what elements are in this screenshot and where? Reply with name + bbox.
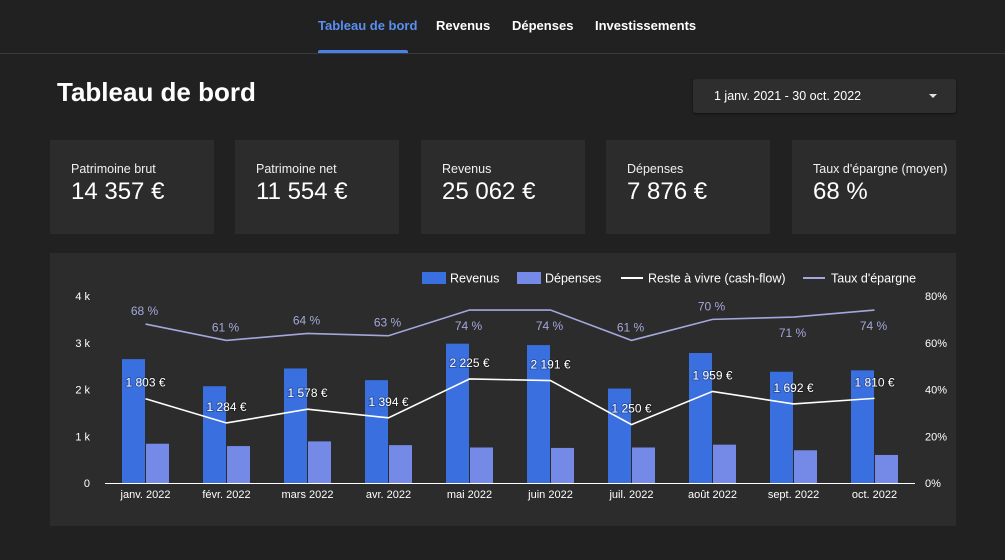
kpi-label: Patrimoine brut	[71, 162, 156, 176]
epargne-data-label: 71 %	[779, 326, 807, 340]
legend-swatch-revenus	[422, 272, 446, 284]
bar-revenus	[770, 371, 793, 483]
bar-revenus	[284, 368, 307, 483]
epargne-data-label: 63 %	[374, 316, 402, 330]
epargne-data-label: 64 %	[293, 313, 321, 327]
date-range-dropdown[interactable]: 1 janv. 2021 - 30 oct. 2022	[693, 79, 956, 113]
kpi-card-depenses: Dépenses 7 876 €	[606, 140, 770, 234]
kpi-value: 25 062 €	[442, 178, 536, 205]
combo-chart: Revenus Dépenses Reste à vivre (cash-flow)…	[75, 272, 947, 502]
cashflow-data-label: 1 692 €	[773, 381, 813, 395]
epargne-data-label: 74 %	[536, 319, 564, 333]
top-navigation: Tableau de bord Revenus Dépenses Investi…	[0, 0, 1005, 54]
x-tick-label: oct. 2022	[852, 489, 897, 501]
kpi-card-taux-epargne: Taux d'épargne (moyen) 68 %	[792, 140, 956, 234]
x-axis: janv. 2022 févr. 2022 mars 2022 avr. 2022 ma…	[105, 483, 915, 501]
legend-label-cashflow: Reste à vivre (cash-flow)	[648, 272, 786, 286]
legend-label-revenus: Revenus	[450, 272, 499, 286]
epargne-data-label: 74 %	[455, 319, 483, 333]
cashflow-data-label: 1 959 €	[692, 368, 732, 382]
kpi-label: Taux d'épargne (moyen)	[813, 162, 948, 176]
y-left-tick-label: 2 k	[75, 385, 90, 397]
y-axes: 0 1 k 2 k 3 k 4 k 0% 20% 40% 60% 80%	[75, 291, 947, 490]
x-tick-label: juin 2022	[527, 489, 573, 501]
x-tick-label: juil. 2022	[608, 489, 653, 501]
line-reste-a-vivre	[145, 378, 875, 426]
lines	[145, 309, 875, 426]
x-tick-label: mars 2022	[282, 489, 334, 501]
bar-revenus	[446, 343, 469, 483]
kpi-label: Revenus	[442, 162, 492, 176]
bar-depenses	[389, 445, 412, 483]
cashflow-data-label: 1 578 €	[287, 386, 327, 400]
y-right-tick-label: 20%	[925, 431, 947, 443]
y-left-tick-label: 0	[84, 478, 90, 490]
page-title: Tableau de bord	[57, 77, 256, 107]
y-left-tick-label: 3 k	[75, 338, 90, 350]
bar-revenus	[689, 353, 712, 483]
epargne-data-label: 70 %	[698, 299, 726, 313]
data-labels: 1 803 € 1 284 € 1 578 € 1 394 € 2 225 € 2 191…	[124, 299, 895, 416]
x-tick-label: févr. 2022	[202, 489, 250, 501]
kpi-value: 68 %	[813, 178, 868, 205]
y-right-tick-label: 40%	[925, 385, 947, 397]
kpi-label: Patrimoine net	[256, 162, 337, 176]
y-right-tick-label: 60%	[925, 338, 947, 350]
bar-revenus	[122, 359, 145, 483]
kpi-value: 14 357 €	[71, 178, 165, 205]
kpi-card-revenus: Revenus 25 062 €	[421, 140, 585, 234]
bar-revenus	[203, 386, 226, 483]
x-tick-label: mai 2022	[447, 489, 492, 501]
kpi-value: 11 554 €	[256, 178, 348, 205]
cashflow-data-label: 2 191 €	[530, 358, 570, 372]
line-taux-epargne	[145, 309, 875, 342]
caret-down-icon	[929, 94, 937, 98]
x-tick-label: août 2022	[688, 489, 737, 501]
bar-depenses	[794, 450, 817, 483]
epargne-data-label: 68 %	[131, 304, 159, 318]
y-right-tick-label: 80%	[925, 291, 947, 303]
date-range-value: 1 janv. 2021 - 30 oct. 2022	[714, 89, 862, 103]
legend-swatch-depenses	[517, 272, 541, 284]
bar-depenses	[875, 454, 898, 483]
epargne-data-label: 61 %	[212, 320, 240, 334]
cashflow-data-label: 1 394 €	[368, 395, 408, 409]
y-left-tick-label: 4 k	[75, 291, 90, 303]
bar-depenses	[227, 446, 250, 483]
bar-revenus	[365, 380, 388, 483]
bar-revenus	[608, 388, 631, 483]
tab-revenus[interactable]: Revenus	[436, 18, 491, 33]
kpi-card-patrimoine-net: Patrimoine net 11 554 €	[235, 140, 399, 234]
cashflow-data-label: 2 225 €	[449, 356, 489, 370]
epargne-data-label: 74 %	[860, 319, 888, 333]
epargne-data-label: 61 %	[617, 320, 645, 334]
kpi-card-patrimoine-brut: Patrimoine brut 14 357 €	[50, 140, 214, 234]
tab-tableau-de-bord[interactable]: Tableau de bord	[318, 18, 418, 33]
bar-depenses	[146, 443, 169, 483]
y-left-tick-label: 1 k	[75, 431, 90, 443]
cashflow-data-label: 1 810 €	[854, 375, 894, 389]
tab-investissements[interactable]: Investissements	[595, 18, 697, 33]
bars	[122, 343, 898, 483]
combo-chart-card: Revenus Dépenses Reste à vivre (cash-flow)…	[50, 253, 956, 526]
cashflow-data-label: 1 250 €	[611, 402, 651, 416]
cashflow-data-label: 1 803 €	[125, 376, 165, 390]
legend-label-depenses: Dépenses	[545, 272, 601, 286]
tab-depenses[interactable]: Dépenses	[512, 18, 574, 33]
bar-depenses	[470, 447, 493, 483]
x-tick-label: janv. 2022	[120, 489, 171, 501]
legend-label-epargne: Taux d'épargne	[831, 272, 916, 286]
kpi-label: Dépenses	[627, 162, 684, 176]
cashflow-data-label: 1 284 €	[206, 400, 246, 414]
chart-legend: Revenus Dépenses Reste à vivre (cash-flow)…	[422, 272, 916, 286]
y-right-tick-label: 0%	[925, 478, 941, 490]
bar-depenses	[551, 447, 574, 483]
active-tab-indicator	[318, 50, 408, 53]
bar-depenses	[713, 444, 736, 483]
x-tick-label: avr. 2022	[366, 489, 411, 501]
x-tick-label: sept. 2022	[768, 489, 819, 501]
bar-depenses	[632, 447, 655, 483]
bar-depenses	[308, 441, 331, 483]
kpi-value: 7 876 €	[627, 178, 708, 205]
